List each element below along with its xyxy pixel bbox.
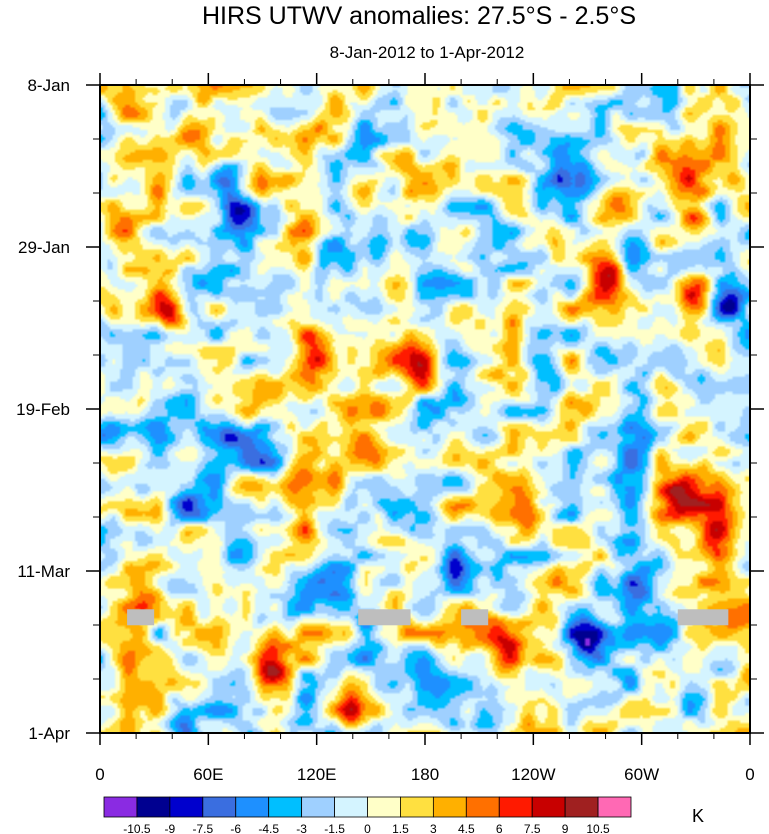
colorbar-label: -10.5 [123, 822, 151, 834]
x-tick-label: 0 [95, 765, 104, 784]
colorbar-label: 3 [430, 822, 437, 834]
colorbar-swatch [169, 796, 204, 818]
colorbar-swatch [235, 796, 270, 818]
colorbar: -10.5 -9 -7.5 -6 -4.5 -3 -1.5 0 1.5 3 4.5 6 7.5 9 10.5 [103, 796, 632, 834]
colorbar-label: 6 [496, 822, 503, 834]
colorbar-label: 7.5 [524, 822, 541, 834]
y-tick-label: 8-Jan [27, 76, 70, 95]
colorbar-swatch [498, 796, 533, 818]
colorbar-swatch [400, 796, 434, 818]
anomaly-field [100, 85, 750, 733]
y-axis: 8-Jan 29-Jan 19-Feb 11-Mar 1-Apr [16, 76, 764, 743]
x-axis: 0 60E 120E 180 120W 60W 0 [95, 73, 755, 784]
colorbar-label: 4.5 [458, 822, 475, 834]
colorbar-swatch [301, 796, 335, 818]
colorbar-swatch [564, 796, 599, 818]
colorbar-swatch [334, 796, 368, 818]
y-tick-label: 29-Jan [18, 238, 70, 257]
colorbar-swatch [367, 796, 401, 818]
missing-data-segment [677, 609, 729, 626]
chart-title: HIRS UTWV anomalies: 27.5°S - 2.5°S [202, 2, 636, 30]
missing-data-layer [127, 609, 729, 626]
colorbar-unit: K [692, 806, 704, 826]
colorbar-swatch [597, 796, 632, 818]
colorbar-swatch [136, 796, 171, 818]
colorbar-label: 10.5 [586, 822, 610, 834]
colorbar-swatch [432, 796, 467, 818]
colorbar-label: -9 [165, 822, 176, 834]
colorbar-label: 1.5 [392, 822, 409, 834]
colorbar-swatch [202, 796, 237, 818]
colorbar-swatch [268, 796, 303, 818]
plot-area [99, 84, 751, 734]
colorbar-label: 0 [364, 822, 371, 834]
colorbar-label: -7.5 [192, 822, 213, 834]
x-tick-label: 180 [411, 765, 439, 784]
missing-data-segment [127, 609, 155, 626]
missing-data-segment [358, 609, 411, 626]
colorbar-swatch [531, 796, 566, 818]
colorbar-label: -4.5 [258, 822, 279, 834]
missing-data-segment [461, 609, 489, 626]
colorbar-swatch [103, 796, 138, 818]
x-tick-label: 120W [511, 765, 555, 784]
x-tick-label: 60W [624, 765, 659, 784]
chart-subtitle: 8-Jan-2012 to 1-Apr-2012 [330, 43, 525, 62]
y-tick-label: 19-Feb [16, 400, 70, 419]
x-tick-label: 60E [193, 765, 223, 784]
colorbar-label: -3 [296, 822, 307, 834]
y-tick-label: 1-Apr [28, 724, 70, 743]
x-tick-label: 0 [745, 765, 754, 784]
colorbar-swatch [465, 796, 500, 818]
colorbar-label: -6 [230, 822, 241, 834]
y-tick-label: 11-Mar [17, 562, 70, 581]
colorbar-label: -1.5 [324, 822, 345, 834]
colorbar-label: 9 [562, 822, 569, 834]
x-tick-label: 120E [297, 765, 337, 784]
